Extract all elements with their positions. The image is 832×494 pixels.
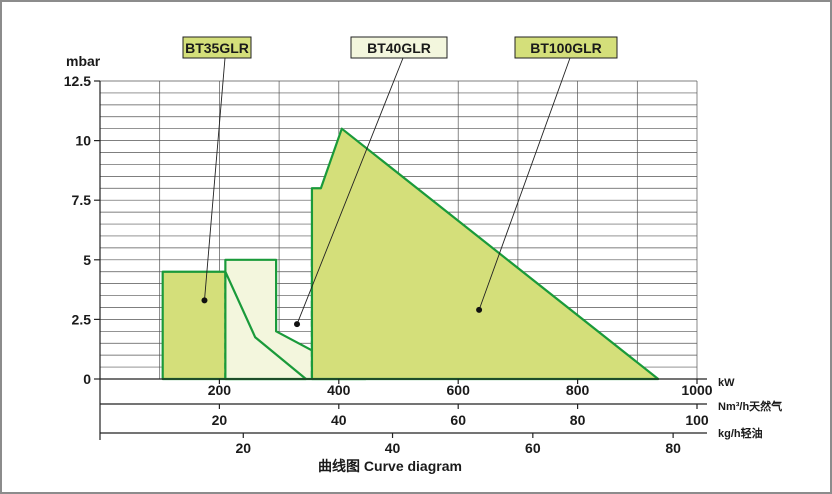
x-tick-label: 800 bbox=[566, 382, 590, 398]
x-unit-label-0: kW bbox=[718, 377, 735, 389]
x-unit-label-2: kg/h轻油 bbox=[718, 426, 763, 440]
series-tag-label-bt100glr: BT100GLR bbox=[530, 40, 602, 56]
series-tag-box-bt40glr bbox=[350, 36, 448, 59]
x-tick-label: 600 bbox=[447, 382, 471, 398]
x-tick-label: 80 bbox=[665, 440, 681, 456]
leader-line-bt40glr bbox=[296, 57, 404, 325]
series-tag-label-bt35glr: BT35GLR bbox=[185, 40, 249, 56]
y-tick-label: 5 bbox=[83, 252, 91, 268]
x-tick-label: 400 bbox=[327, 382, 351, 398]
leader-dot-bt100glr bbox=[476, 306, 483, 313]
y-tick-label: 2.5 bbox=[72, 311, 92, 327]
series-group bbox=[161, 127, 660, 381]
x-tick-label: 60 bbox=[450, 412, 466, 428]
y-unit-label: mbar bbox=[66, 53, 101, 69]
x-tick-label: 100 bbox=[685, 412, 709, 428]
leader-line-bt35glr bbox=[204, 57, 226, 301]
y-tick-label: 0 bbox=[83, 371, 91, 387]
leader-line-bt100glr bbox=[478, 57, 571, 311]
x-tick-label: 200 bbox=[208, 382, 232, 398]
series-edge-bt35glr bbox=[224, 271, 307, 380]
x-tick-label: 40 bbox=[331, 412, 347, 428]
y-tick-label: 7.5 bbox=[72, 192, 92, 208]
x-unit-label-1: Nm³/h天然气 bbox=[718, 399, 782, 413]
series-tag-label-bt40glr: BT40GLR bbox=[367, 40, 431, 56]
legend-tags: BT35GLR BT40GLR BT100GLR bbox=[182, 36, 618, 328]
y-tick-label: 12.5 bbox=[64, 73, 91, 89]
x-tick-label: 40 bbox=[385, 440, 401, 456]
leader-dot-bt35glr bbox=[201, 297, 208, 304]
y-tick-label: 10 bbox=[75, 133, 91, 149]
x-tick-label: 20 bbox=[235, 440, 251, 456]
x-tick-label: 20 bbox=[212, 412, 228, 428]
x-tick-label: 80 bbox=[570, 412, 586, 428]
series-tag-box-bt100glr bbox=[514, 36, 618, 59]
leader-dot-bt40glr bbox=[294, 321, 301, 328]
x-tick-label: 60 bbox=[525, 440, 541, 456]
chart-caption: 曲线图 Curve diagram bbox=[318, 458, 462, 474]
x-tick-label: 1000 bbox=[681, 382, 712, 398]
series-tag-box-bt35glr bbox=[182, 36, 252, 59]
